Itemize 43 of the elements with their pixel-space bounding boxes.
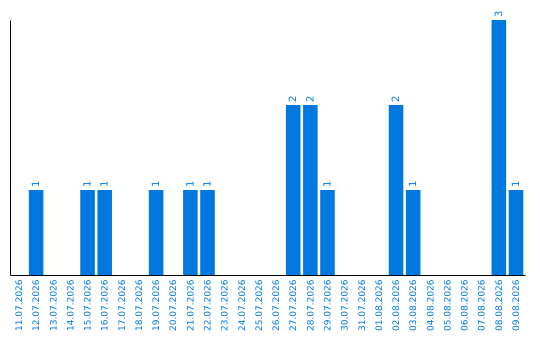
x-tick-label: 19.07.2026 [152, 279, 162, 332]
x-tick-label: 04.08.2026 [426, 279, 436, 332]
data-label: 1 [31, 180, 42, 187]
x-tick-label: 31.07.2026 [358, 279, 368, 332]
x-tick-label: 16.07.2026 [100, 279, 111, 332]
x-tick-label: 29.07.2026 [323, 279, 334, 332]
x-tick-label: 26.07.2026 [272, 279, 282, 332]
data-label: 2 [288, 96, 300, 102]
x-tick-label: 20.07.2026 [169, 279, 180, 332]
data-label: 1 [322, 180, 334, 187]
x-tick-label: 21.07.2026 [186, 279, 196, 332]
x-tick-label: 14.07.2026 [66, 279, 76, 332]
x-tick-label: 28.07.2026 [306, 279, 316, 332]
x-tick-label: 17.07.2026 [118, 279, 128, 332]
x-tick-label: 18.07.2026 [134, 279, 145, 332]
x-tick-label: 06.08.2026 [460, 279, 471, 332]
x-tick-label: 15.07.2026 [84, 279, 94, 332]
x-tick-label: 24.07.2026 [238, 279, 248, 332]
x-tick-label: 23.07.2026 [220, 279, 231, 332]
x-tick-label: 01.08.2026 [374, 279, 385, 332]
data-label: 2 [305, 96, 316, 102]
data-label: 3 [494, 10, 505, 17]
x-tick-label: 25.07.2026 [254, 279, 265, 332]
x-tick-label: 11.07.2026 [15, 279, 25, 332]
x-tick-label: 05.08.2026 [443, 279, 454, 332]
data-label: 1 [185, 180, 196, 187]
data-label: 2 [391, 96, 402, 102]
data-label: 1 [100, 180, 111, 187]
x-tick-label: 08.08.2026 [494, 279, 505, 332]
data-label: 1 [82, 180, 94, 187]
x-tick-label: 27.07.2026 [289, 279, 300, 332]
x-tick-label: 09.08.2026 [512, 279, 522, 332]
data-label: 1 [151, 180, 162, 187]
data-label: 1 [202, 180, 214, 187]
x-tick-label: 03.08.2026 [409, 279, 420, 332]
x-tick-label: 12.07.2026 [32, 279, 42, 332]
x-tick-label: 02.08.2026 [392, 279, 402, 332]
x-tick-label: 13.07.2026 [49, 279, 60, 332]
x-tick-label: 07.08.2026 [478, 279, 488, 332]
data-label: 1 [511, 180, 522, 187]
data-label: 1 [408, 180, 420, 187]
x-tick-label: 30.07.2026 [340, 279, 351, 332]
x-tick-label: 22.07.2026 [204, 279, 214, 332]
